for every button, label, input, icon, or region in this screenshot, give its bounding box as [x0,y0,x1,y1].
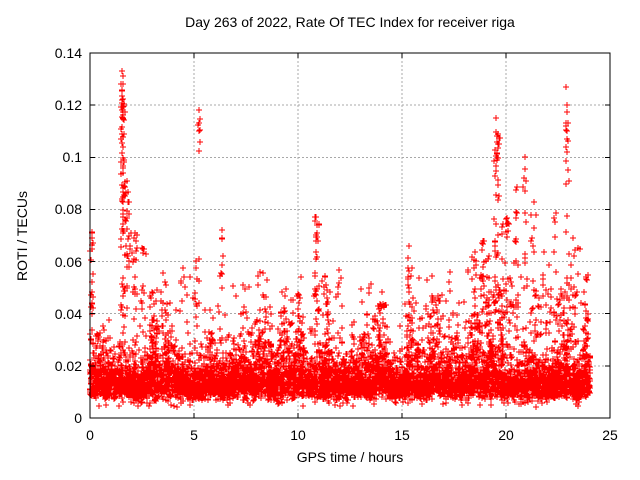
y-tick-label: 0.1 [62,149,82,166]
y-tick-label: 0.08 [54,201,82,218]
x-tick-label: 25 [602,427,618,443]
y-tick-label: 0.02 [54,357,82,374]
x-tick-label: 5 [190,427,198,443]
y-tick-label: 0 [74,410,82,426]
plot-border [89,52,611,419]
x-tick-label: 10 [290,427,306,443]
y-tick-label: 0.04 [54,305,82,322]
data-points [87,68,593,410]
y-tick-label: 0.06 [54,253,82,270]
x-tick-label: 15 [394,427,410,443]
y-tick-label: 0.12 [54,97,82,114]
x-tick-label: 0 [86,427,94,443]
x-tick-label: 20 [498,427,514,443]
y-tick-label: 0.14 [54,45,82,61]
tick-marks [89,52,611,419]
chart-title: Day 263 of 2022, Rate Of TEC Index for r… [185,14,515,30]
x-axis-label: GPS time / hours [296,449,404,465]
